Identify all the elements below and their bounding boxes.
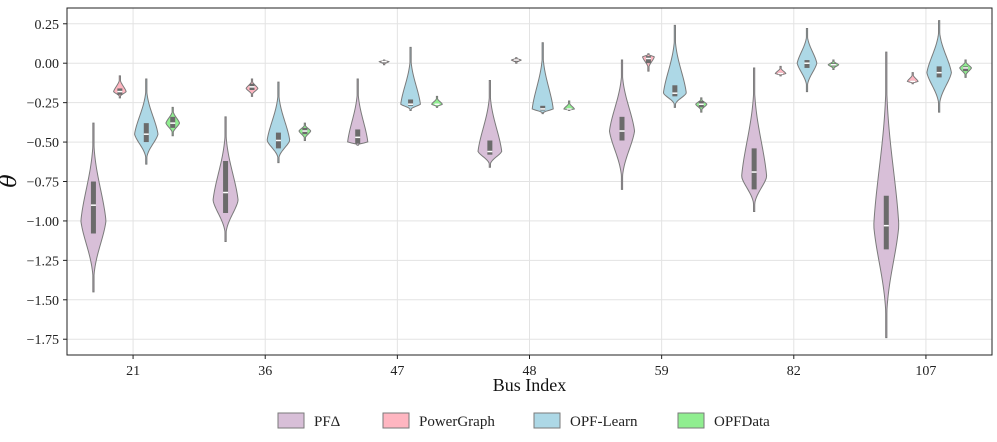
x-axis-ticks: 21 36 47 48 59 82 107 <box>126 355 936 379</box>
violin-body <box>563 100 576 112</box>
legend: PFΔ PowerGraph OPF-Learn OPFData <box>277 412 770 430</box>
y-axis-ticks: 0.25 0.00 −0.25 −0.50 −0.75 −1.00 −1.25 −1.50 −1… <box>27 18 67 348</box>
legend-swatch <box>533 412 561 429</box>
grid <box>67 8 992 355</box>
x-tick-label: 21 <box>126 364 140 379</box>
x-tick-label: 59 <box>655 364 669 379</box>
y-tick-label: −0.50 <box>27 136 59 151</box>
violin-body <box>741 67 768 212</box>
x-tick-label: 36 <box>258 364 272 379</box>
violin-body <box>347 78 369 146</box>
y-tick-label: −1.00 <box>27 215 59 230</box>
y-tick-label: 0.00 <box>35 57 60 72</box>
legend-swatch <box>382 412 410 429</box>
y-axis-label: θ <box>0 174 22 187</box>
violin-body <box>431 95 443 108</box>
violin-body <box>531 42 554 115</box>
y-tick-label: −1.50 <box>27 294 59 309</box>
y-tick-label: −0.25 <box>27 97 59 112</box>
violin-body <box>134 78 159 165</box>
violin-body <box>906 72 919 85</box>
legend-label: OPF-Learn <box>570 414 638 430</box>
violin-body <box>873 51 900 339</box>
violin-body <box>400 46 421 112</box>
violin-body <box>774 65 787 77</box>
violins <box>80 20 972 339</box>
y-tick-label: −0.75 <box>27 176 59 191</box>
violin-body <box>113 75 127 99</box>
violin-body <box>662 24 687 108</box>
violin-body <box>477 80 503 168</box>
legend-label: OPFData <box>714 414 770 430</box>
x-tick-label: 47 <box>390 364 404 379</box>
legend-label: PFΔ <box>314 414 341 430</box>
legend-swatch <box>677 412 705 429</box>
y-tick-label: 0.25 <box>35 18 60 33</box>
x-tick-label: 48 <box>523 364 537 379</box>
violin-body <box>266 81 291 164</box>
y-tick-label: −1.25 <box>27 254 59 269</box>
x-axis-label: Bus Index <box>493 375 567 395</box>
y-tick-label: −1.75 <box>27 333 59 348</box>
x-tick-label: 107 <box>915 364 936 379</box>
legend-label: PowerGraph <box>419 414 495 430</box>
x-tick-label: 82 <box>787 364 801 379</box>
legend-swatch <box>277 412 305 429</box>
